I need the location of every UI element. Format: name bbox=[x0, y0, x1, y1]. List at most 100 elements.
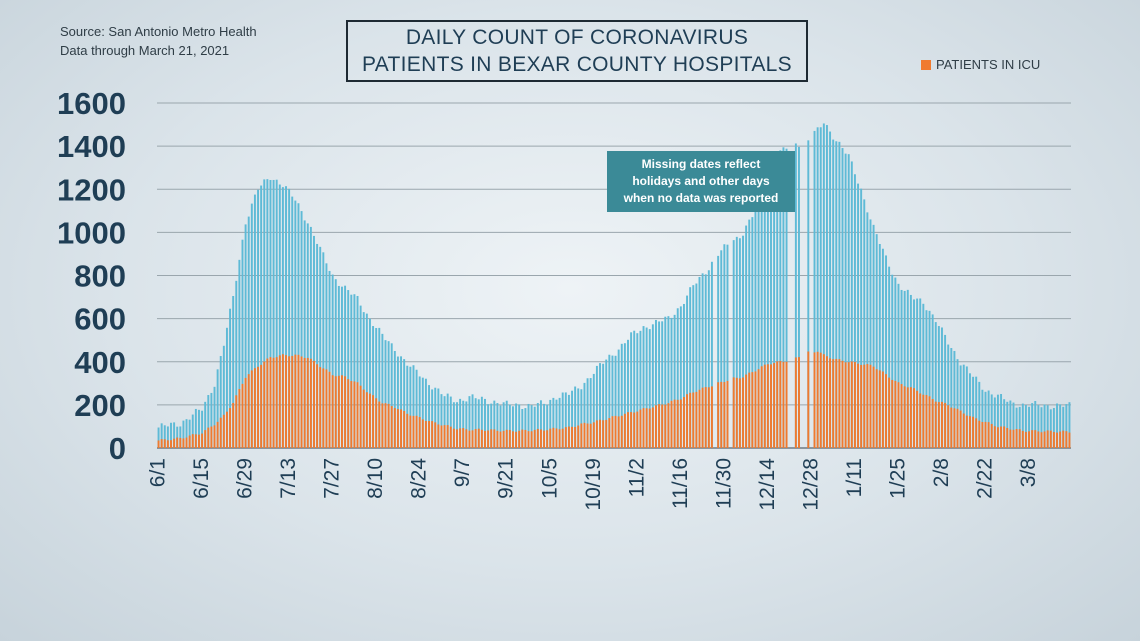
bar-icu-patients bbox=[875, 369, 878, 448]
bar-icu-patients bbox=[655, 405, 657, 448]
bar-icu-patients bbox=[580, 423, 583, 448]
bar-total-patients bbox=[689, 287, 692, 448]
bar-icu-patients bbox=[173, 438, 176, 448]
bar-total-patients bbox=[179, 426, 182, 448]
bar-total-patients bbox=[853, 174, 856, 448]
bar-total-patients bbox=[309, 226, 312, 448]
bar-total-patients bbox=[1009, 400, 1012, 448]
bar-icu-patients bbox=[487, 430, 490, 448]
bar-icu-patients bbox=[589, 423, 592, 448]
bar-total-patients bbox=[993, 397, 996, 448]
bar-icu-patients bbox=[440, 425, 443, 448]
bar-icu-patients bbox=[313, 360, 315, 448]
bar-total-patients bbox=[247, 216, 250, 448]
bar-total-patients bbox=[608, 354, 611, 448]
bar-icu-patients bbox=[776, 361, 779, 448]
bar-total-patients bbox=[521, 409, 524, 448]
bar-total-patients bbox=[686, 295, 689, 448]
legend: PATIENTS IN ICU bbox=[921, 57, 1040, 72]
bar-total-patients bbox=[536, 403, 539, 448]
bar-total-patients bbox=[850, 161, 853, 448]
bar-total-patients bbox=[350, 294, 353, 448]
bar-total-patients bbox=[1012, 402, 1015, 448]
bar-icu-patients bbox=[452, 428, 455, 448]
bar-icu-patients bbox=[891, 379, 894, 448]
bar-icu-patients bbox=[1012, 429, 1015, 448]
bar-icu-patients bbox=[163, 439, 166, 448]
bar-total-patients bbox=[297, 203, 300, 448]
bar-icu-patients bbox=[272, 357, 275, 448]
bar-icu-patients bbox=[664, 404, 667, 448]
bar-total-patients bbox=[344, 285, 347, 448]
x-tick-label: 6/29 bbox=[234, 458, 257, 499]
bar-total-patients bbox=[984, 391, 987, 448]
bar-total-patients bbox=[819, 127, 822, 448]
bar-icu-patients bbox=[909, 387, 912, 448]
bar-total-patients bbox=[760, 193, 763, 448]
bar-icu-patients bbox=[586, 423, 589, 448]
bar-icu-patients bbox=[841, 360, 844, 448]
bar-icu-patients bbox=[748, 372, 751, 448]
bar-icu-patients bbox=[294, 354, 297, 448]
bar-total-patients bbox=[213, 386, 216, 448]
bar-total-patients bbox=[325, 263, 328, 448]
bar-icu-patients bbox=[969, 416, 971, 448]
bar-icu-patients bbox=[449, 426, 452, 448]
bar-icu-patients bbox=[194, 434, 197, 448]
missing-dates-note: Missing dates reflect holidays and other… bbox=[607, 151, 795, 212]
bar-total-patients bbox=[288, 188, 291, 449]
bar-icu-patients bbox=[673, 399, 676, 448]
y-tick-label: 1200 bbox=[57, 172, 126, 207]
bar-total-patients bbox=[754, 209, 757, 448]
bar-total-patients bbox=[1034, 400, 1037, 448]
bar-icu-patients bbox=[717, 382, 720, 448]
bar-total-patients bbox=[201, 410, 204, 448]
bar-total-patients bbox=[599, 363, 601, 448]
bar-total-patients bbox=[480, 396, 483, 448]
bar-icu-patients bbox=[179, 437, 182, 448]
bar-total-patients bbox=[356, 295, 359, 448]
x-tick-label: 6/15 bbox=[190, 458, 213, 499]
bar-icu-patients bbox=[906, 387, 909, 448]
bar-icu-patients bbox=[393, 408, 396, 448]
bar-total-patients bbox=[580, 389, 583, 448]
bar-icu-patients bbox=[1009, 429, 1012, 448]
bar-icu-patients bbox=[602, 420, 605, 448]
x-tick-label: 2/8 bbox=[930, 458, 953, 487]
bar-total-patients bbox=[219, 356, 222, 448]
bar-icu-patients bbox=[191, 434, 194, 448]
bar-icu-patients bbox=[543, 430, 546, 448]
bar-icu-patients bbox=[424, 421, 427, 448]
bar-total-patients bbox=[794, 143, 797, 448]
bar-total-patients bbox=[331, 274, 334, 448]
bar-icu-patients bbox=[984, 421, 987, 448]
bar-icu-patients bbox=[176, 437, 179, 448]
bar-icu-patients bbox=[533, 429, 536, 448]
bar-icu-patients bbox=[571, 426, 573, 448]
bar-icu-patients bbox=[166, 440, 169, 448]
x-tick-label: 7/13 bbox=[277, 458, 300, 499]
bar-total-patients bbox=[710, 261, 713, 448]
bar-icu-patients bbox=[347, 379, 350, 448]
bar-total-patients bbox=[272, 179, 275, 448]
bar-total-patients bbox=[341, 286, 343, 448]
x-tick-label: 12/14 bbox=[756, 458, 779, 511]
bar-icu-patients bbox=[738, 378, 741, 448]
bar-total-patients bbox=[682, 303, 685, 448]
bar-total-patients bbox=[552, 397, 555, 448]
bar-icu-patients bbox=[770, 364, 772, 448]
bar-icu-patients bbox=[676, 399, 679, 448]
bar-total-patients bbox=[1031, 403, 1034, 448]
bars bbox=[157, 123, 1071, 449]
bar-icu-patients bbox=[471, 430, 474, 448]
bar-total-patients bbox=[617, 349, 620, 448]
bar-total-patients bbox=[1062, 406, 1065, 448]
bar-icu-patients bbox=[710, 386, 713, 448]
bar-icu-patients bbox=[592, 422, 595, 448]
x-tick-label: 9/7 bbox=[451, 458, 474, 487]
bar-icu-patients bbox=[698, 389, 701, 448]
bar-icu-patients bbox=[170, 440, 172, 448]
bar-icu-patients bbox=[605, 419, 608, 448]
bar-total-patients bbox=[512, 406, 514, 448]
